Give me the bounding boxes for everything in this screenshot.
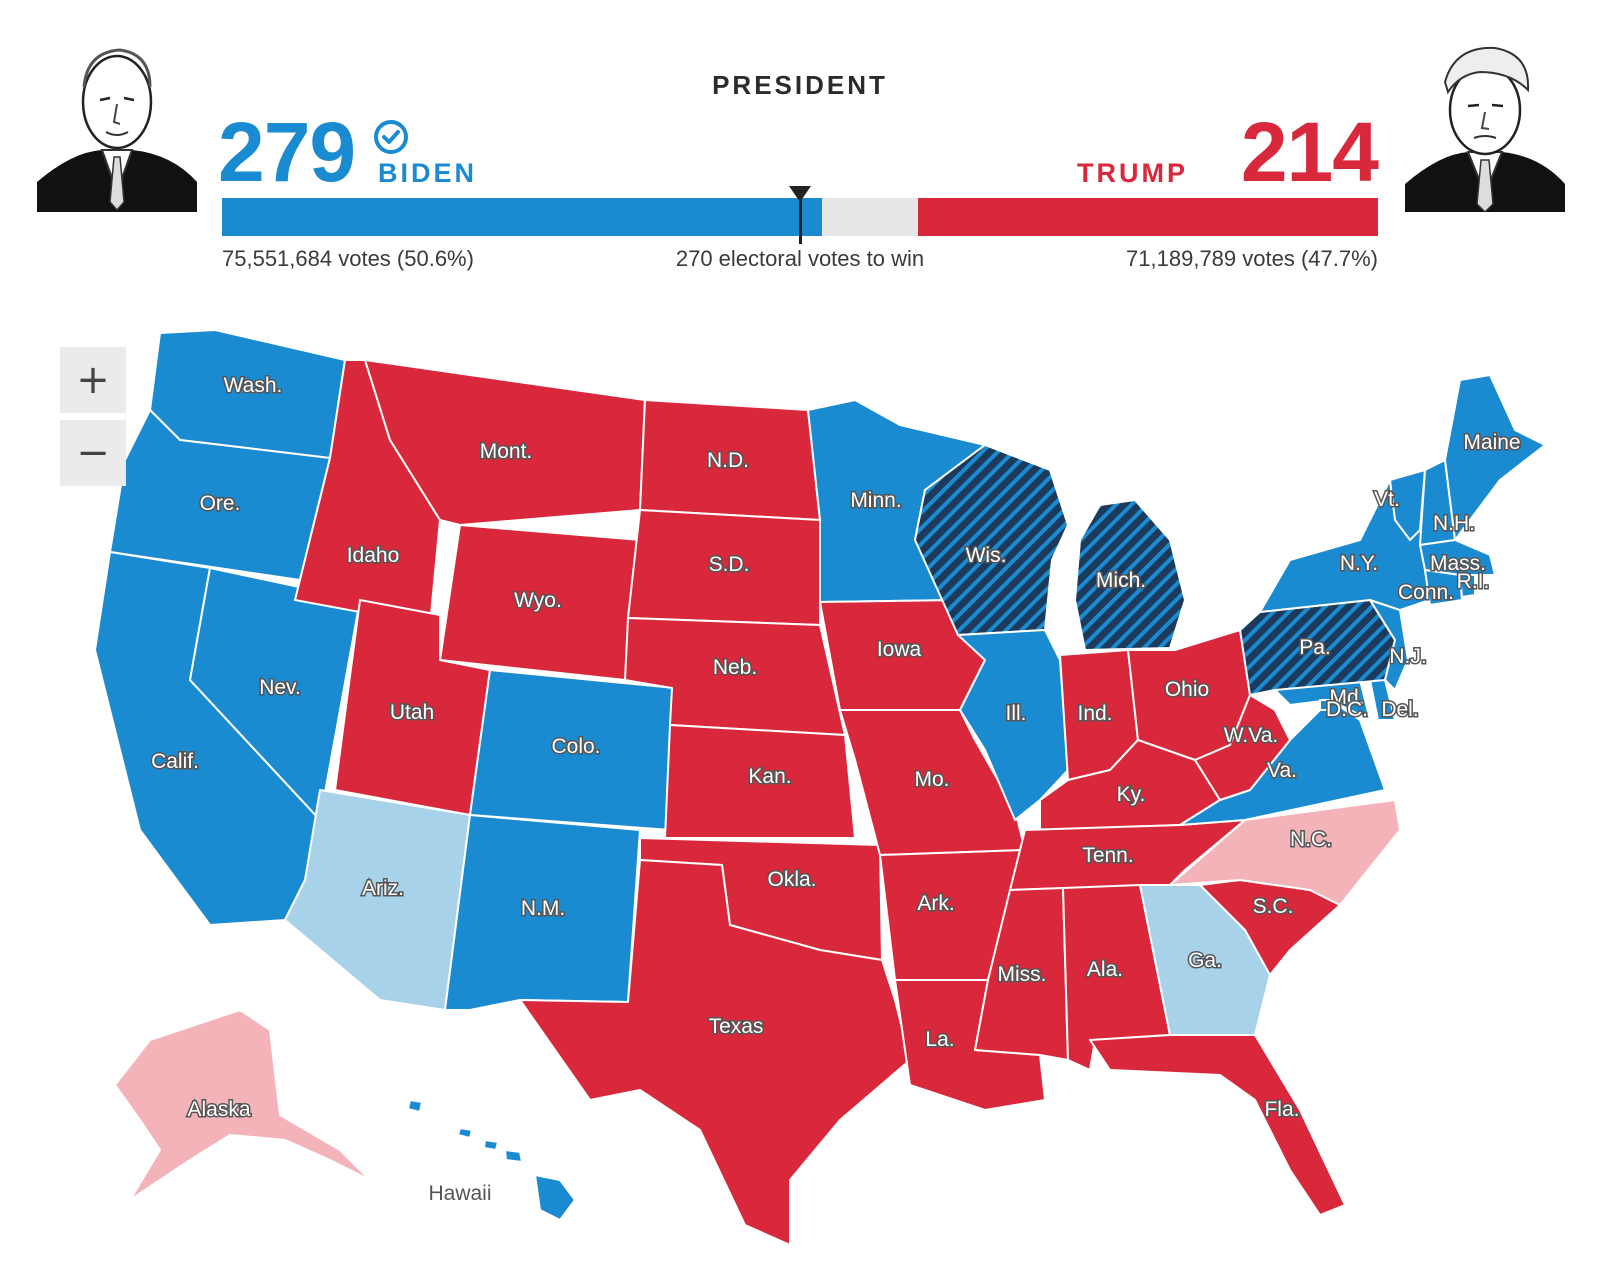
zoom-out-button[interactable]: − xyxy=(60,420,126,486)
label-vt: Vt. xyxy=(1374,488,1400,511)
label-minn: Minn. xyxy=(850,489,901,512)
label-ind: Ind. xyxy=(1077,702,1112,725)
state-conn[interactable] xyxy=(1424,569,1463,606)
label-alaska: Alaska xyxy=(187,1098,250,1121)
state-maine[interactable] xyxy=(1444,374,1546,541)
label-nh: N.H. xyxy=(1433,512,1475,535)
trump-ev-bar xyxy=(918,198,1378,236)
label-wva: W.Va. xyxy=(1224,724,1278,747)
label-ny: N.Y. xyxy=(1340,552,1378,575)
threshold-text: 270 electoral votes to win xyxy=(675,246,925,271)
state-nc[interactable] xyxy=(1169,799,1401,906)
state-wis[interactable] xyxy=(914,444,1069,636)
biden-popular-votes: 75,551,684 votes (50.6%) xyxy=(222,246,474,271)
trump-name: TRUMP xyxy=(1077,158,1188,188)
label-ala: Ala. xyxy=(1087,958,1123,981)
label-wash: Wash. xyxy=(224,374,283,397)
label-calif: Calif. xyxy=(151,750,199,773)
label-ore: Ore. xyxy=(200,492,241,515)
label-wis: Wis. xyxy=(966,544,1007,567)
state-hawaii[interactable] xyxy=(407,1099,576,1221)
label-hawaii: Hawaii xyxy=(428,1182,491,1205)
state-alaska[interactable] xyxy=(114,1009,371,1201)
biden-ev-bar xyxy=(222,198,822,236)
label-mich: Mich. xyxy=(1096,569,1146,592)
label-nd: N.D. xyxy=(707,449,749,472)
label-neb: Neb. xyxy=(713,656,757,679)
label-ri: R.I. xyxy=(1457,570,1490,593)
label-fla: Fla. xyxy=(1264,1098,1299,1121)
label-pa: Pa. xyxy=(1299,636,1331,659)
threshold-line xyxy=(799,192,802,244)
label-maine: Maine xyxy=(1463,431,1520,454)
label-wyo: Wyo. xyxy=(514,589,562,612)
state-ri[interactable] xyxy=(1459,574,1476,598)
label-nj: N.J. xyxy=(1389,645,1426,668)
trump-portrait xyxy=(1405,46,1565,212)
state-kan[interactable] xyxy=(664,724,856,839)
label-mass: Mass. xyxy=(1430,552,1486,575)
label-ky: Ky. xyxy=(1117,783,1146,806)
label-texas: Texas xyxy=(709,1015,764,1038)
label-md: Md. xyxy=(1329,686,1364,709)
race-title: PRESIDENT xyxy=(712,70,888,100)
state-vt[interactable] xyxy=(1389,469,1426,541)
state-dc[interactable] xyxy=(1319,699,1331,711)
label-ark: Ark. xyxy=(917,892,954,915)
state-wva[interactable] xyxy=(1194,694,1291,801)
label-ohio: Ohio xyxy=(1165,678,1209,701)
biden-electoral-votes: 279 xyxy=(218,105,356,199)
state-fla[interactable] xyxy=(1089,1034,1346,1216)
biden-portrait xyxy=(37,48,197,212)
label-miss: Miss. xyxy=(998,963,1047,986)
label-tenn: Tenn. xyxy=(1082,844,1133,867)
label-sd: S.D. xyxy=(709,553,750,576)
label-iowa: Iowa xyxy=(877,638,922,661)
undecided-ev-bar xyxy=(822,198,918,236)
state-mich[interactable] xyxy=(1074,499,1186,651)
state-texas[interactable] xyxy=(519,859,911,1246)
trump-popular-votes: 71,189,789 votes (47.7%) xyxy=(1126,246,1378,271)
label-ga: Ga. xyxy=(1188,949,1222,972)
label-ariz: Ariz. xyxy=(362,877,404,900)
state-ill[interactable] xyxy=(957,629,1069,821)
label-sc: S.C. xyxy=(1253,895,1294,918)
trump-electoral-votes: 214 xyxy=(1240,105,1379,199)
label-nev: Nev. xyxy=(259,676,301,699)
label-utah: Utah xyxy=(390,701,434,724)
check-badge-icon xyxy=(374,120,408,154)
label-colo: Colo. xyxy=(551,735,600,758)
zoom-in-button[interactable]: + xyxy=(60,347,126,413)
label-la: La. xyxy=(925,1028,954,1051)
label-okla: Okla. xyxy=(767,868,816,891)
label-ill: Ill. xyxy=(1006,702,1027,725)
biden-name: BIDEN xyxy=(378,158,478,188)
label-va: Va. xyxy=(1267,759,1297,782)
label-dc: D.C. xyxy=(1326,698,1368,721)
label-nc: N.C. xyxy=(1290,828,1332,851)
label-kan: Kan. xyxy=(748,765,791,788)
state-labels: Wash. Ore. Calif. Nev. Idaho Mont. Wyo. … xyxy=(150,373,1523,1206)
threshold-marker-icon xyxy=(789,186,811,202)
label-de: Del. xyxy=(1381,698,1418,721)
label-mo: Mo. xyxy=(914,768,949,791)
label-conn: Conn. xyxy=(1398,581,1454,604)
label-nm: N.M. xyxy=(521,897,565,920)
label-idaho: Idaho xyxy=(347,544,400,567)
label-mont: Mont. xyxy=(480,440,533,463)
